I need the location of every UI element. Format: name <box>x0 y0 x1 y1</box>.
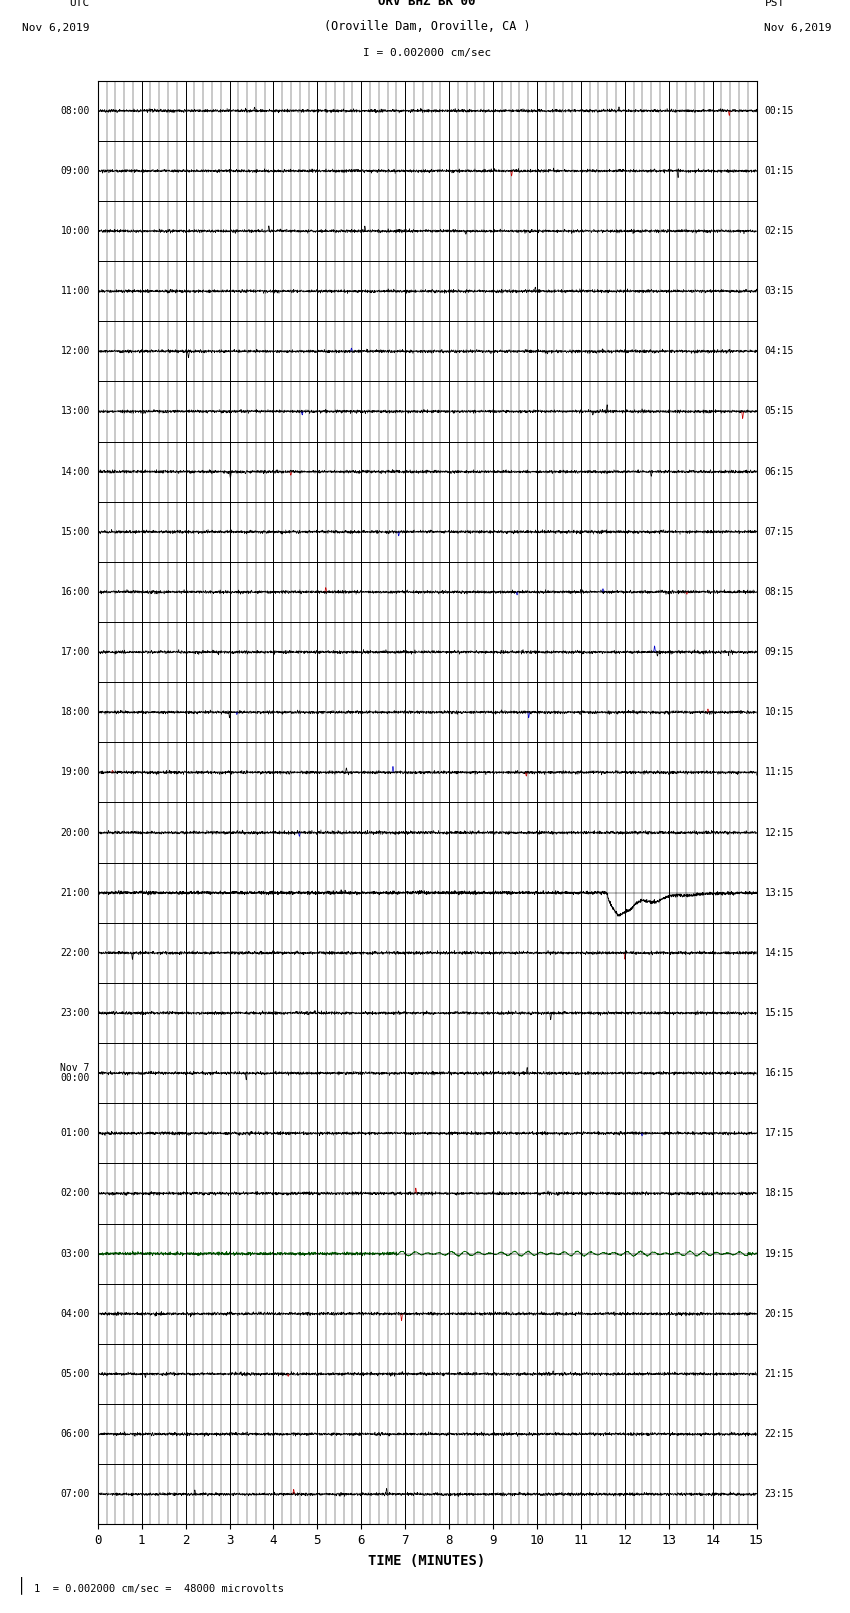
Text: 20:00: 20:00 <box>60 827 90 837</box>
Text: 1  = 0.002000 cm/sec =  48000 microvolts: 1 = 0.002000 cm/sec = 48000 microvolts <box>34 1584 284 1594</box>
Text: (Oroville Dam, Oroville, CA ): (Oroville Dam, Oroville, CA ) <box>324 19 530 32</box>
Text: 04:15: 04:15 <box>764 347 794 356</box>
Text: UTC: UTC <box>70 0 90 8</box>
Text: 18:15: 18:15 <box>764 1189 794 1198</box>
Text: 21:15: 21:15 <box>764 1369 794 1379</box>
Text: 23:00: 23:00 <box>60 1008 90 1018</box>
Text: 03:00: 03:00 <box>60 1248 90 1258</box>
Text: 10:15: 10:15 <box>764 706 794 718</box>
Text: 16:00: 16:00 <box>60 587 90 597</box>
Text: 19:15: 19:15 <box>764 1248 794 1258</box>
Text: 00:15: 00:15 <box>764 106 794 116</box>
Text: 08:00: 08:00 <box>60 106 90 116</box>
Text: 06:00: 06:00 <box>60 1429 90 1439</box>
Text: I = 0.002000 cm/sec: I = 0.002000 cm/sec <box>363 47 491 58</box>
Text: 15:15: 15:15 <box>764 1008 794 1018</box>
Text: 14:00: 14:00 <box>60 466 90 476</box>
Text: 10:00: 10:00 <box>60 226 90 235</box>
Text: 05:00: 05:00 <box>60 1369 90 1379</box>
Text: 12:15: 12:15 <box>764 827 794 837</box>
Text: 23:15: 23:15 <box>764 1489 794 1498</box>
Text: 08:15: 08:15 <box>764 587 794 597</box>
Text: 07:15: 07:15 <box>764 527 794 537</box>
Text: │: │ <box>17 1576 26 1594</box>
Text: PST: PST <box>764 0 785 8</box>
Text: Nov 6,2019: Nov 6,2019 <box>764 23 832 32</box>
Text: 07:00: 07:00 <box>60 1489 90 1498</box>
Text: 15:00: 15:00 <box>60 527 90 537</box>
Text: 02:00: 02:00 <box>60 1189 90 1198</box>
Text: 13:00: 13:00 <box>60 406 90 416</box>
Text: 22:15: 22:15 <box>764 1429 794 1439</box>
Text: 14:15: 14:15 <box>764 948 794 958</box>
Text: 02:15: 02:15 <box>764 226 794 235</box>
Text: 09:00: 09:00 <box>60 166 90 176</box>
Text: 21:00: 21:00 <box>60 887 90 898</box>
Text: 01:00: 01:00 <box>60 1129 90 1139</box>
Text: 09:15: 09:15 <box>764 647 794 656</box>
Text: ORV BHZ BK 00: ORV BHZ BK 00 <box>378 0 476 8</box>
Text: 06:15: 06:15 <box>764 466 794 476</box>
Text: Nov 7
00:00: Nov 7 00:00 <box>60 1063 90 1084</box>
Text: 20:15: 20:15 <box>764 1308 794 1319</box>
Text: 17:15: 17:15 <box>764 1129 794 1139</box>
Text: 11:15: 11:15 <box>764 768 794 777</box>
Text: 17:00: 17:00 <box>60 647 90 656</box>
Text: Nov 6,2019: Nov 6,2019 <box>22 23 90 32</box>
Text: 12:00: 12:00 <box>60 347 90 356</box>
Text: 01:15: 01:15 <box>764 166 794 176</box>
X-axis label: TIME (MINUTES): TIME (MINUTES) <box>369 1553 485 1568</box>
Text: 13:15: 13:15 <box>764 887 794 898</box>
Text: 11:00: 11:00 <box>60 286 90 297</box>
Text: 04:00: 04:00 <box>60 1308 90 1319</box>
Text: 22:00: 22:00 <box>60 948 90 958</box>
Text: 18:00: 18:00 <box>60 706 90 718</box>
Text: 19:00: 19:00 <box>60 768 90 777</box>
Text: 03:15: 03:15 <box>764 286 794 297</box>
Text: 16:15: 16:15 <box>764 1068 794 1077</box>
Text: 05:15: 05:15 <box>764 406 794 416</box>
